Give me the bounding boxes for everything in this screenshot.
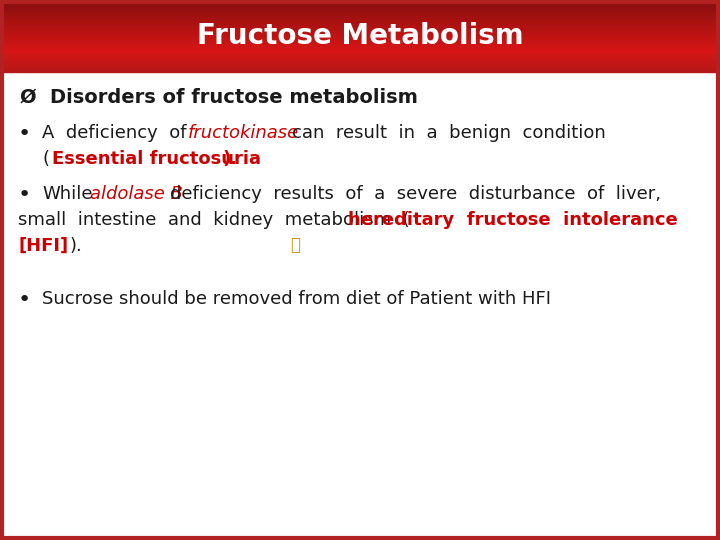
Bar bbox=[0, 47, 720, 49]
Bar bbox=[0, 66, 720, 69]
Text: hereditary  fructose  intolerance: hereditary fructose intolerance bbox=[348, 211, 678, 229]
Bar bbox=[0, 68, 720, 70]
Text: small  intestine  and  kidney  metabolism  (: small intestine and kidney metabolism ( bbox=[18, 211, 410, 229]
Text: •: • bbox=[18, 124, 31, 144]
Bar bbox=[0, 64, 720, 66]
Bar bbox=[0, 44, 720, 47]
Bar bbox=[0, 3, 720, 5]
Bar bbox=[0, 5, 720, 7]
Bar bbox=[0, 46, 720, 48]
Bar bbox=[0, 48, 720, 50]
Bar bbox=[0, 25, 720, 28]
Text: •: • bbox=[18, 290, 31, 310]
Bar bbox=[0, 12, 720, 15]
Bar bbox=[0, 15, 720, 17]
Text: ).: ). bbox=[222, 150, 237, 168]
Text: [HFI]: [HFI] bbox=[18, 237, 68, 255]
Text: Fructose Metabolism: Fructose Metabolism bbox=[197, 22, 523, 50]
Bar bbox=[0, 0, 720, 2]
Text: ).: ). bbox=[70, 237, 83, 255]
Bar bbox=[0, 10, 720, 12]
Text: While: While bbox=[42, 185, 92, 203]
Text: 🔊: 🔊 bbox=[290, 236, 300, 254]
Bar bbox=[0, 22, 720, 24]
Text: A  deficiency  of: A deficiency of bbox=[42, 124, 186, 142]
Text: deficiency  results  of  a  severe  disturbance  of  liver,: deficiency results of a severe disturban… bbox=[170, 185, 661, 203]
Bar bbox=[0, 70, 720, 72]
Text: can  result  in  a  benign  condition: can result in a benign condition bbox=[292, 124, 606, 142]
Text: Ø: Ø bbox=[20, 88, 37, 107]
Text: •: • bbox=[18, 185, 31, 205]
Bar bbox=[0, 49, 720, 52]
Bar bbox=[0, 30, 720, 32]
Bar bbox=[0, 9, 720, 11]
Bar bbox=[0, 24, 720, 26]
Bar bbox=[0, 62, 720, 64]
Bar bbox=[0, 51, 720, 53]
Bar bbox=[0, 4, 720, 6]
Text: (: ( bbox=[42, 150, 49, 168]
Text: aldolase B: aldolase B bbox=[90, 185, 183, 203]
Bar bbox=[0, 18, 720, 21]
Bar bbox=[0, 11, 720, 13]
Bar bbox=[0, 1, 720, 4]
Bar bbox=[0, 53, 720, 55]
Bar bbox=[0, 52, 720, 54]
Bar bbox=[0, 42, 720, 44]
Bar bbox=[0, 37, 720, 39]
Bar bbox=[0, 8, 720, 10]
Bar bbox=[0, 23, 720, 25]
Bar bbox=[0, 43, 720, 45]
Bar bbox=[0, 57, 720, 59]
Bar bbox=[0, 40, 720, 42]
Bar bbox=[0, 6, 720, 9]
Text: Sucrose should be removed from diet of Patient with HFI: Sucrose should be removed from diet of P… bbox=[42, 290, 551, 308]
Bar bbox=[0, 29, 720, 31]
Bar bbox=[0, 21, 720, 23]
Bar bbox=[0, 54, 720, 56]
Bar bbox=[0, 41, 720, 43]
Bar bbox=[0, 14, 720, 16]
Bar bbox=[0, 59, 720, 61]
Text: fructokinase: fructokinase bbox=[188, 124, 300, 142]
Bar bbox=[0, 65, 720, 67]
Bar bbox=[0, 0, 720, 1]
Bar bbox=[0, 35, 720, 37]
Bar bbox=[0, 36, 720, 38]
Bar bbox=[0, 55, 720, 58]
Bar bbox=[0, 33, 720, 36]
Bar bbox=[0, 32, 720, 35]
Bar bbox=[0, 69, 720, 71]
Bar bbox=[0, 17, 720, 19]
Bar bbox=[0, 28, 720, 30]
Bar bbox=[0, 19, 720, 22]
Bar bbox=[0, 16, 720, 18]
Bar bbox=[0, 38, 720, 41]
Bar bbox=[0, 60, 720, 63]
Bar bbox=[0, 26, 720, 29]
Bar bbox=[0, 63, 720, 65]
Bar bbox=[0, 31, 720, 33]
Text: Disorders of fructose metabolism: Disorders of fructose metabolism bbox=[50, 88, 418, 107]
Text: Essential fructosuria: Essential fructosuria bbox=[52, 150, 267, 168]
Bar bbox=[0, 58, 720, 60]
